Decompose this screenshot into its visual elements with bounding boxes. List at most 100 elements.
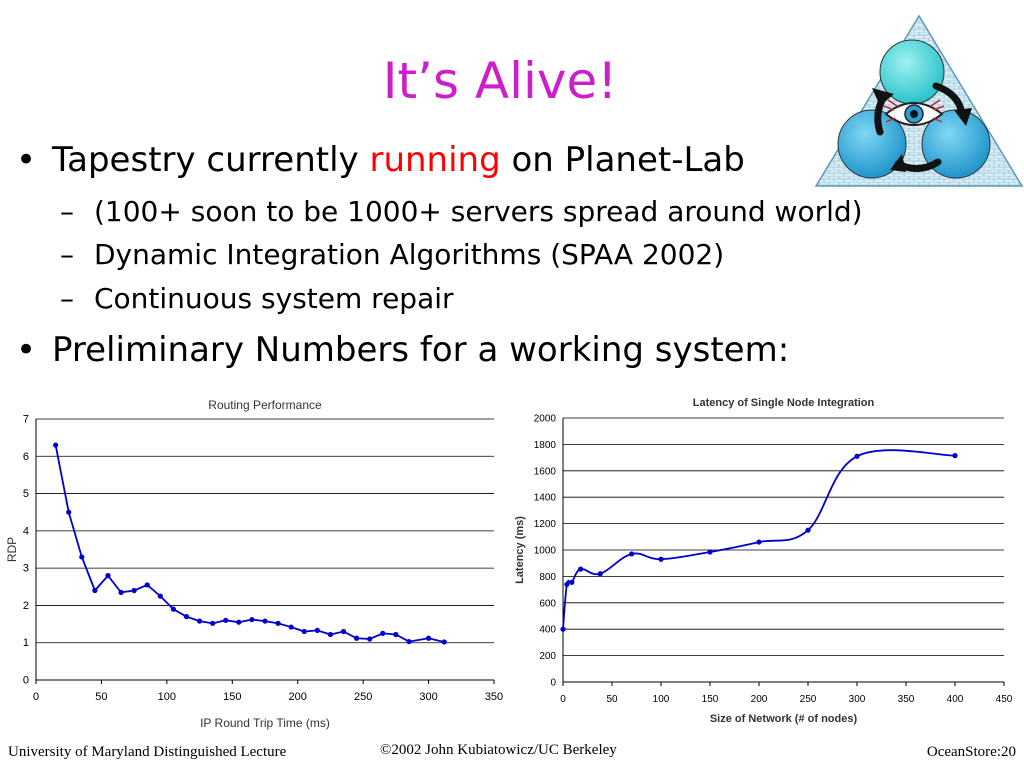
subbullet-servers: – (100+ soon to be 1000+ servers spread … <box>60 195 863 228</box>
y-tick-label: 1200 <box>534 519 557 530</box>
data-point <box>170 606 176 612</box>
series-line <box>54 444 445 643</box>
footer-right: OceanStore:20 <box>926 744 1016 760</box>
subbullet-algorithms: – Dynamic Integration Algorithms (SPAA 2… <box>60 238 725 271</box>
x-tick-label: 100 <box>653 694 670 705</box>
y-tick-label: 2000 <box>534 414 557 425</box>
footer-left: University of Maryland Distinguished Lec… <box>8 744 287 760</box>
data-point <box>393 631 399 638</box>
subbullet-text: Dynamic Integration Algorithms (SPAA 200… <box>94 238 725 271</box>
y-tick-label: 1400 <box>534 493 557 504</box>
subbullet-repair: – Continuous system repair <box>60 282 454 315</box>
dash-glyph: – <box>60 282 74 315</box>
x-tick-label: 50 <box>606 694 618 705</box>
bullet-glyph: • <box>16 140 37 180</box>
x-tick-label: 300 <box>849 694 866 705</box>
chart-title: Routing Performance <box>208 398 322 412</box>
y-tick-label: 200 <box>539 651 556 662</box>
x-tick-label: 0 <box>33 691 39 703</box>
data-point <box>367 636 373 642</box>
bullet-glyph: • <box>16 330 37 370</box>
data-point <box>196 618 203 624</box>
x-tick-label: 200 <box>751 694 768 705</box>
data-point <box>629 551 635 557</box>
data-point <box>425 635 432 641</box>
data-point <box>564 581 570 587</box>
x-tick-label: 100 <box>158 691 176 703</box>
y-tick-label: 400 <box>539 625 556 636</box>
y-tick-label: 5 <box>23 488 29 500</box>
x-tick-label: 300 <box>419 691 437 703</box>
data-point <box>756 539 762 545</box>
y-tick-label: 6 <box>23 451 29 463</box>
data-point <box>952 453 958 459</box>
x-tick-label: 150 <box>702 694 719 705</box>
subbullet-text: Continuous system repair <box>94 282 454 315</box>
footer-center: ©2002 John Kubiatowicz/UC Berkeley <box>380 742 617 758</box>
latency-chart: 0 200 400 600 800 1000 1200 1400 1600 1800 2000 0 50… <box>514 397 1013 725</box>
data-point <box>118 589 124 595</box>
y-axis-label: Latency (ms) <box>514 516 526 584</box>
x-tick-label: 350 <box>898 694 915 705</box>
y-tick-label: 0 <box>23 675 29 687</box>
arrow-heads-icon <box>872 88 972 172</box>
slide-title: It’s Alive! <box>382 52 618 110</box>
dash-glyph: – <box>60 238 74 271</box>
bullet-text-highlight: running <box>369 140 501 180</box>
y-tick-label: 800 <box>539 572 556 583</box>
data-point <box>275 620 281 626</box>
data-point <box>314 627 320 634</box>
chart-title: Latency of Single Node Integration <box>693 397 875 409</box>
data-point <box>658 556 664 562</box>
data-point <box>327 631 334 638</box>
eye-triangle-logo <box>814 14 1024 187</box>
y-tick-label: 0 <box>550 678 556 689</box>
data-point <box>578 566 584 572</box>
data-point <box>249 616 255 623</box>
y-tick-label: 1800 <box>534 440 557 451</box>
data-point <box>236 619 242 625</box>
data-point <box>707 549 713 555</box>
data-point <box>223 617 229 623</box>
x-tick-label: 0 <box>560 694 566 705</box>
data-point <box>79 554 85 560</box>
data-point <box>441 639 447 645</box>
y-tick-label: 7 <box>23 414 29 426</box>
data-point <box>262 618 268 624</box>
x-axis-label: Size of Network (# of nodes) <box>710 713 858 725</box>
subbullet-text: (100+ soon to be 1000+ servers spread ar… <box>94 195 863 228</box>
bullet-text-post: on Planet-Lab <box>500 140 745 180</box>
y-tick-label: 1600 <box>534 466 557 477</box>
data-point <box>210 620 216 626</box>
bullet-tapestry: • Tapestry currently running on Planet-L… <box>16 140 745 180</box>
data-point <box>183 614 190 620</box>
data-point <box>144 582 150 588</box>
data-point <box>597 571 603 577</box>
data-point <box>92 587 98 594</box>
data-point <box>66 509 72 515</box>
x-tick-label: 400 <box>947 694 964 705</box>
y-tick-label: 2 <box>23 600 29 612</box>
y-tick-label: 1000 <box>534 546 557 557</box>
data-point <box>406 638 412 645</box>
data-point <box>805 527 811 533</box>
data-point <box>340 628 347 635</box>
logo-left-circle <box>837 109 907 179</box>
data-point <box>288 624 294 630</box>
x-tick-label: 50 <box>95 691 107 703</box>
data-point <box>105 573 111 579</box>
data-point <box>569 579 575 585</box>
bullet-text: Preliminary Numbers for a working system… <box>52 330 790 370</box>
y-tick-label: 1 <box>23 637 29 649</box>
data-point <box>301 628 307 635</box>
y-axis-label: RDP <box>5 537 19 562</box>
x-tick-label: 200 <box>289 691 307 703</box>
data-point <box>157 593 163 599</box>
x-tick-label: 250 <box>800 694 817 705</box>
data-point <box>560 626 566 632</box>
y-tick-label: 600 <box>539 598 556 609</box>
data-point <box>380 630 386 636</box>
x-tick-label: 250 <box>354 691 372 703</box>
x-tick-label: 350 <box>485 691 503 703</box>
y-tick-label: 3 <box>23 563 29 575</box>
